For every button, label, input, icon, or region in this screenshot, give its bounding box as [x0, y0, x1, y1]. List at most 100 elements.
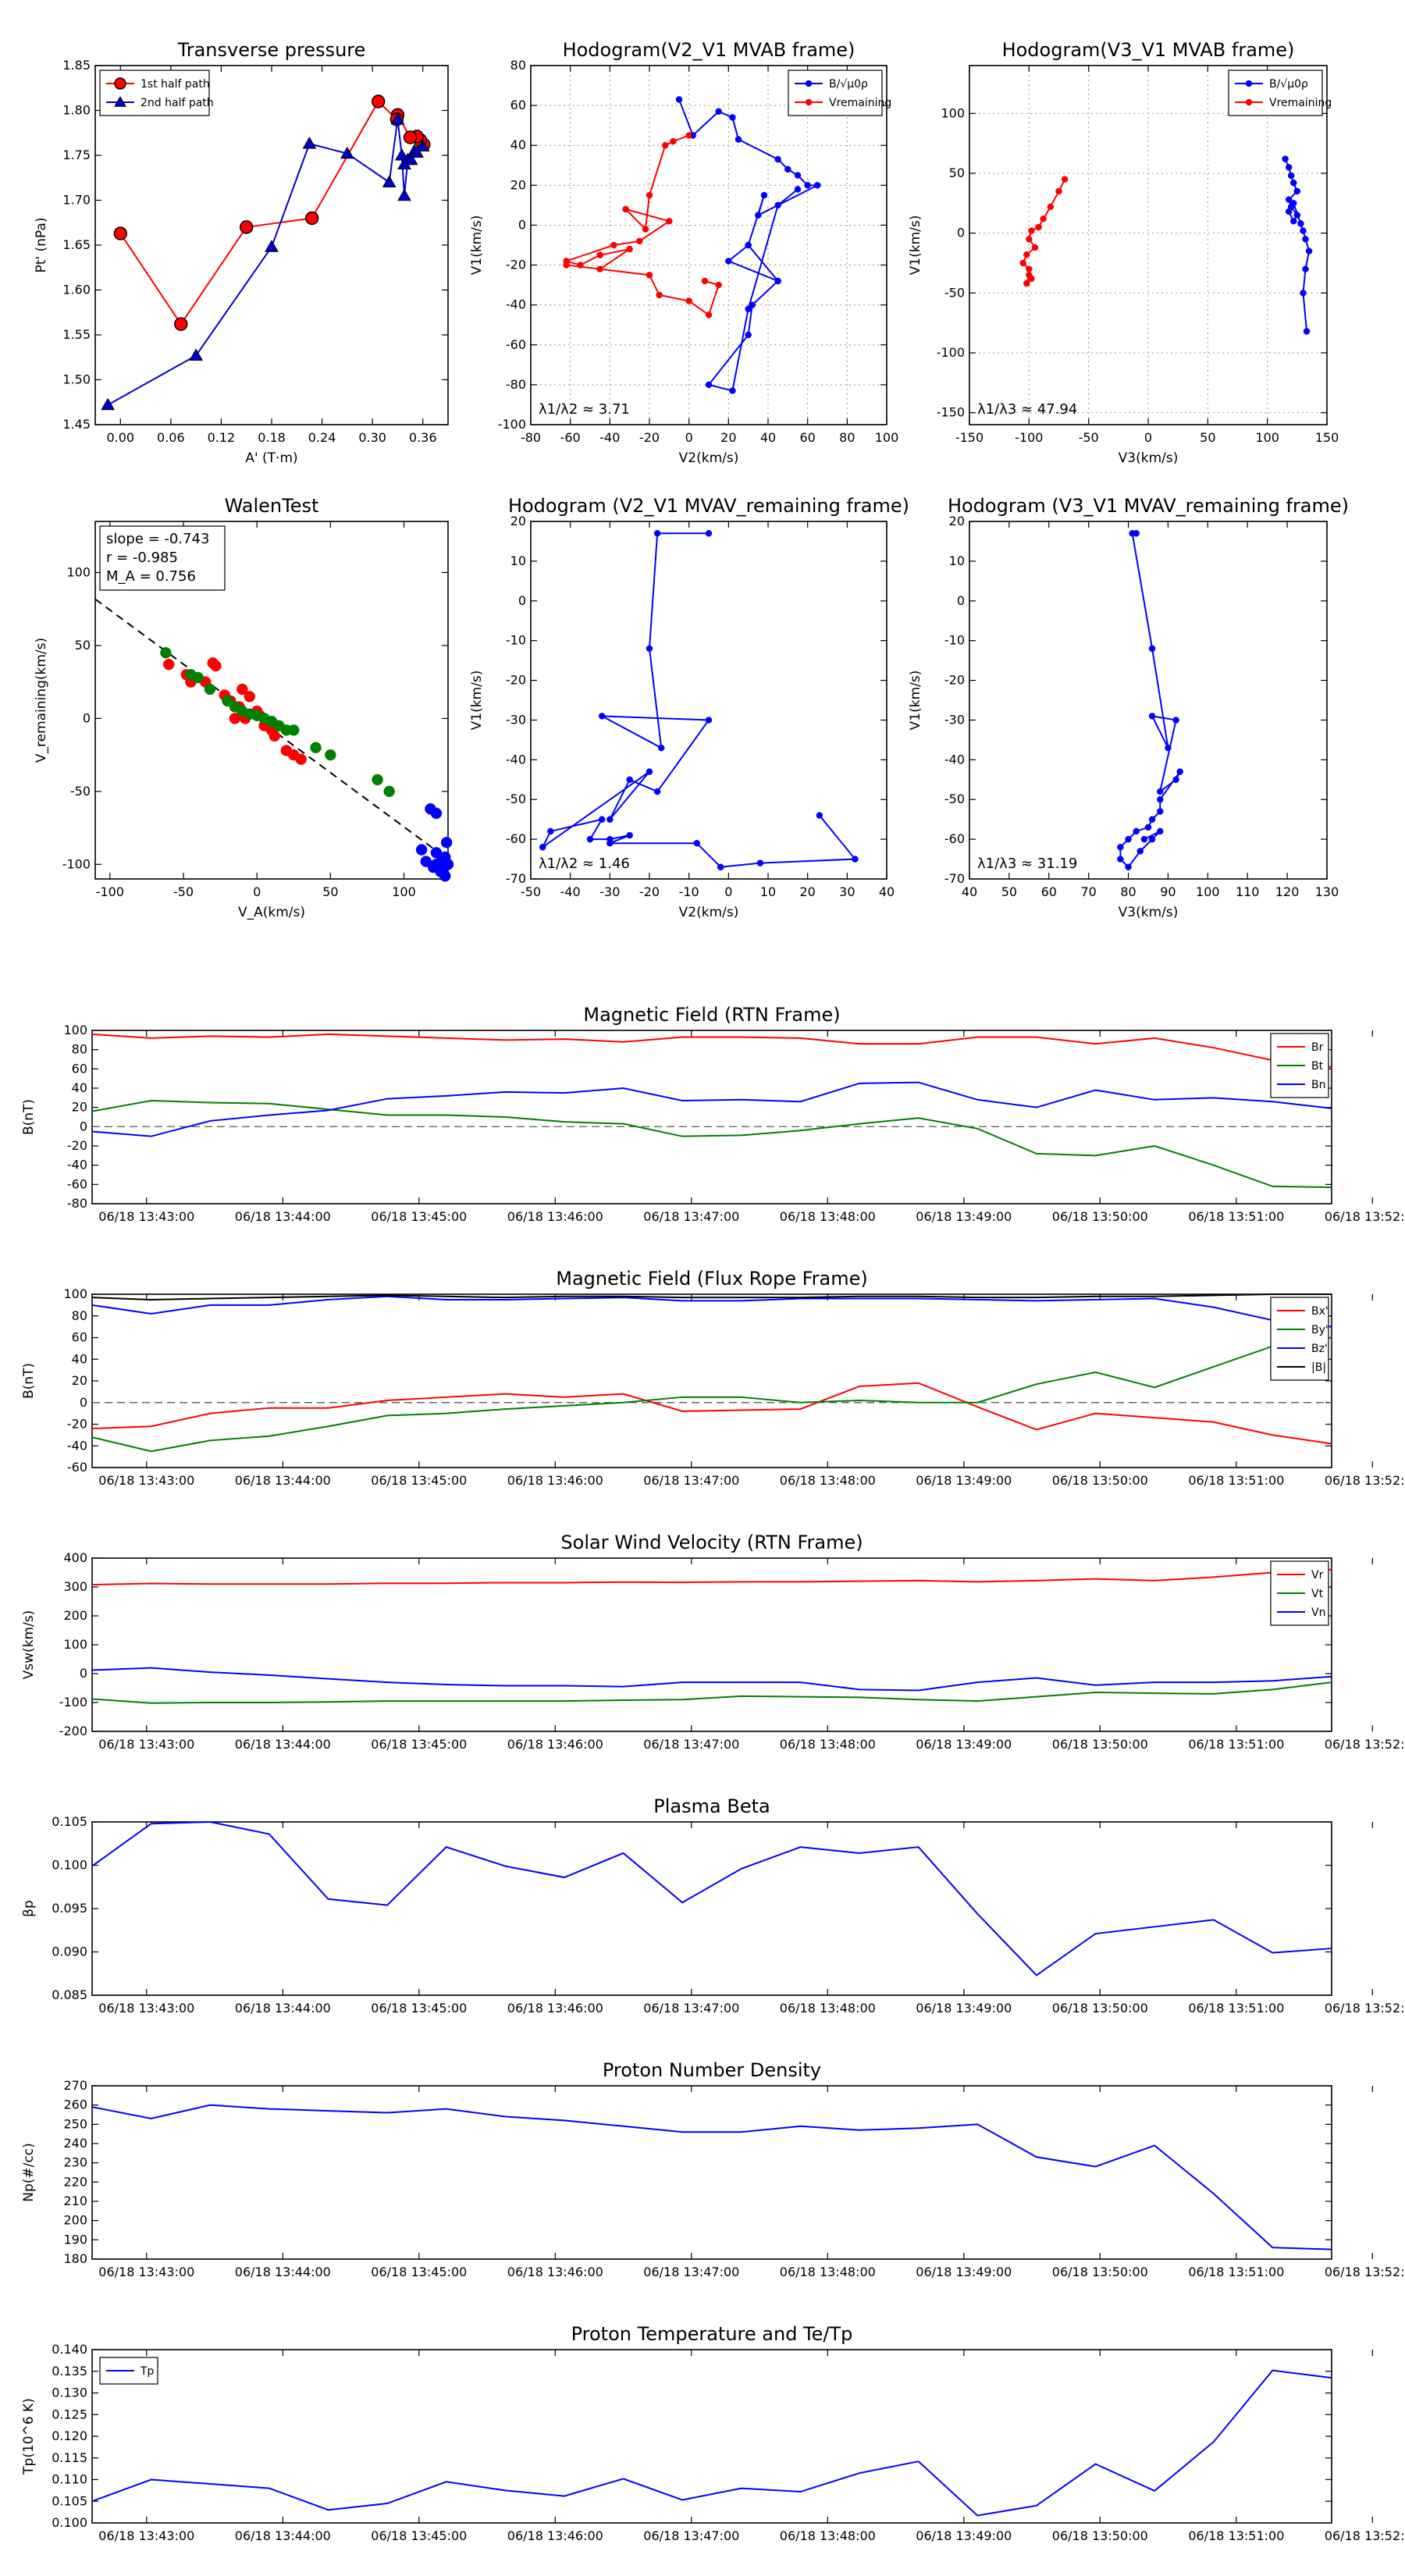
x-tick-label: 0.00 — [106, 430, 134, 445]
x-tick-label: 06/18 13:43:00 — [98, 2265, 194, 2279]
data-point — [729, 114, 736, 121]
y-tick-label: 1.75 — [62, 148, 91, 162]
y-tick-label: 1.65 — [62, 237, 91, 252]
x-tick-label: 06/18 13:50:00 — [1052, 1737, 1148, 1752]
data-point — [1125, 835, 1132, 843]
chart-bfield_rtn-6: Magnetic Field (RTN Frame) -80 -60 -40 -20 0 2… — [21, 1004, 1405, 1224]
x-tick-label: 06/18 13:43:00 — [98, 1473, 194, 1488]
data-point — [1172, 776, 1179, 784]
data-point — [288, 724, 300, 736]
data-point — [240, 220, 254, 234]
x-tick-label: -30 — [599, 884, 620, 899]
data-point — [325, 749, 336, 761]
chart-beta-9: Plasma Beta 0.085 0.090 0.095 0.100 0.105 06/1… — [21, 1795, 1405, 2016]
y-tick-label: 220 — [63, 2174, 87, 2189]
y-tick-label: 1.80 — [62, 103, 91, 118]
data-point — [403, 130, 418, 144]
x-tick-label: 06/18 13:47:00 — [643, 2528, 739, 2543]
series-line-beta — [91, 1820, 1332, 1976]
eigen-ratio-annotation: λ1/λ2 ≈ 3.71 — [539, 401, 630, 418]
data-point — [1300, 227, 1307, 234]
data-point — [804, 182, 811, 189]
x-tick-label: 0.30 — [358, 430, 386, 445]
data-point — [1176, 768, 1183, 775]
x-tick-label: 0.12 — [208, 430, 236, 445]
chart-hodo2-2: Hodogram(V3_V1 MVAB frame) -150 -100 -50 0 50… — [908, 39, 1339, 466]
series-line — [107, 119, 424, 406]
data-point — [577, 262, 584, 269]
data-point — [430, 807, 443, 820]
x-tick-label: -20 — [639, 884, 660, 899]
y-tick-label: -50 — [506, 792, 526, 806]
eigen-ratio-annotation: λ1/λ3 ≈ 47.94 — [977, 401, 1077, 418]
x-tick-label: 80 — [839, 430, 855, 445]
x-tick-label: 50 — [1200, 430, 1215, 445]
data-point — [774, 155, 781, 163]
data-point — [1287, 172, 1295, 180]
y-tick-label: 50 — [75, 638, 91, 653]
y-tick-label: -50 — [70, 784, 91, 799]
data-point — [415, 844, 428, 856]
plot-frame — [91, 2349, 1332, 2524]
data-point — [735, 136, 742, 143]
y-axis-label: Np(#/cc) — [21, 2143, 37, 2201]
x-tick-label: 06/18 13:51:00 — [1188, 1209, 1284, 1224]
y-tick-label: 100 — [63, 1286, 87, 1301]
y-tick-label: 0.110 — [52, 2472, 87, 2487]
y-tick-label: 1.70 — [62, 193, 91, 208]
y-tick-label: -20 — [944, 673, 965, 688]
series-line — [1284, 158, 1311, 332]
data-point — [382, 175, 397, 187]
y-tick-label: -50 — [944, 792, 965, 806]
data-point — [101, 397, 116, 411]
x-tick-label: 06/18 13:51:00 — [1188, 2265, 1284, 2279]
x-tick-label: 06/18 13:52:00 — [1325, 2528, 1405, 2543]
chart-title: Solar Wind Velocity (RTN Frame) — [560, 1532, 863, 1553]
x-tick-label: 70 — [1080, 884, 1096, 899]
data-point — [745, 241, 752, 249]
y-tick-label: 0.105 — [52, 1814, 87, 1829]
y-tick-label: 0.125 — [52, 2407, 87, 2421]
data-point — [653, 788, 661, 795]
y-tick-label: -30 — [944, 712, 965, 727]
x-tick-label: 0 — [253, 884, 261, 899]
x-tick-label: 100 — [392, 884, 416, 899]
y-tick-label: -60 — [67, 1460, 87, 1475]
x-tick-label: 0 — [724, 884, 732, 899]
x-tick-label: -80 — [521, 430, 541, 445]
y-tick-label: 0.120 — [52, 2428, 87, 2443]
y-tick-label: 60 — [72, 1061, 87, 1076]
series-line-Vn — [91, 1667, 1332, 1692]
y-tick-label: 0 — [518, 217, 526, 232]
data-point — [1023, 279, 1030, 287]
x-tick-label: -100 — [96, 884, 124, 899]
y-tick-label: 0.115 — [52, 2450, 87, 2465]
x-tick-label: 90 — [1160, 884, 1176, 899]
data-point — [646, 768, 653, 775]
x-tick-label: 06/18 13:46:00 — [507, 1737, 603, 1752]
plot-frame — [91, 1293, 1332, 1468]
chart-np-10: Proton Number Density 180 190 200 210 220 230 2… — [21, 2059, 1405, 2279]
y-tick-label: 210 — [63, 2194, 87, 2208]
y-tick-label: -10 — [506, 633, 526, 648]
legend-label: |B| — [1311, 1361, 1326, 1374]
y-tick-label: -20 — [67, 1138, 87, 1153]
data-point — [371, 94, 386, 109]
chart-title: Plasma Beta — [653, 1795, 770, 1817]
chart-title: Proton Temperature and Te/Tp — [571, 2323, 853, 2345]
data-point — [774, 277, 781, 285]
y-tick-label: 1.50 — [62, 372, 91, 387]
data-point — [622, 205, 629, 213]
data-point — [805, 80, 813, 87]
x-tick-label: -20 — [639, 430, 660, 445]
chart-title: Hodogram (V2_V1 MVAV_remaining frame) — [508, 495, 909, 517]
data-point — [1290, 180, 1297, 187]
data-point — [626, 776, 633, 784]
data-point — [657, 744, 665, 752]
x-tick-label: 06/18 13:52:00 — [1325, 2265, 1405, 2279]
y-tick-label: 20 — [949, 514, 965, 528]
data-point — [410, 145, 425, 158]
y-tick-label: 20 — [72, 1100, 87, 1115]
chart-title: Magnetic Field (Flux Rope Frame) — [556, 1268, 867, 1290]
x-tick-label: -50 — [173, 884, 194, 899]
